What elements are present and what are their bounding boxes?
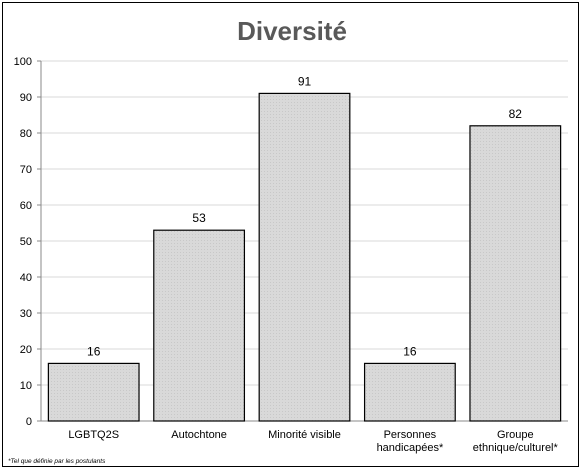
- y-tick-label: 90: [20, 92, 32, 104]
- y-tick-label: 50: [20, 236, 32, 248]
- category-label: Personnes: [384, 429, 437, 441]
- chart-title: Diversité: [237, 16, 347, 46]
- category-label: handicapées*: [377, 442, 444, 454]
- data-labels: 16 53 91 16 82: [87, 74, 522, 358]
- bar: [153, 229, 246, 422]
- bar: [47, 362, 140, 422]
- y-tick-label: 100: [14, 56, 32, 68]
- bar: [363, 362, 456, 422]
- bar: [258, 92, 351, 422]
- category-label: Minorité visible: [268, 429, 341, 441]
- category-label: ethnique/culturel*: [473, 442, 559, 454]
- chart-footnote: *Tel que définie par les postulants: [8, 458, 106, 465]
- category-label: LGBTQ2S: [68, 429, 119, 441]
- category-label: Groupe: [497, 429, 534, 441]
- category-label: Autochtone: [171, 429, 227, 441]
- bars: [47, 92, 562, 422]
- bar: [469, 125, 562, 422]
- data-label: 82: [509, 107, 523, 121]
- y-tick-label: 40: [20, 272, 32, 284]
- data-label: 53: [192, 211, 206, 225]
- x-axis: LGBTQ2S Autochtone Minorité visible Personn…: [68, 429, 558, 454]
- y-tick-label: 30: [20, 308, 32, 320]
- y-tick-label: 0: [26, 416, 32, 428]
- data-label: 91: [298, 74, 312, 88]
- y-tick-label: 10: [20, 380, 32, 392]
- data-label: 16: [403, 344, 417, 358]
- data-label: 16: [87, 344, 101, 358]
- y-tick-label: 60: [20, 200, 32, 212]
- y-tick-label: 20: [20, 344, 32, 356]
- y-tick-label: 70: [20, 164, 32, 176]
- y-tick-label: 80: [20, 128, 32, 140]
